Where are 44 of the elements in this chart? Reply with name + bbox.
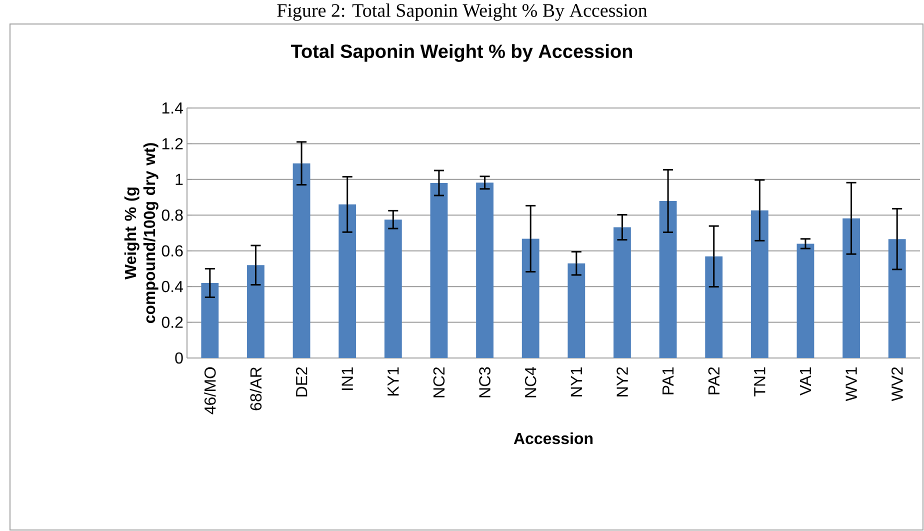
bar [796,244,814,358]
y-tick-label: 0.4 [162,280,183,292]
x-tick-label: IN1 [342,367,353,390]
x-tick-label: 68/AR [250,367,262,410]
x-tick-label: DE2 [296,367,308,396]
bar [614,227,631,358]
bar [888,239,906,358]
bar [522,238,540,358]
x-tick-label: PA1 [662,367,674,394]
y-tick-label: 1.2 [162,138,183,150]
caption: Figure 2: Total Saponin Weight % By Accession [277,4,648,21]
y-tick-label: 1.4 [162,102,183,114]
x-tick-label: NC3 [479,367,490,398]
y-tick-label: 0 [175,352,183,364]
y-tick-label: 0.2 [162,316,183,328]
bar [842,218,860,358]
y-tick-label: 0.8 [162,209,183,221]
bar [476,182,494,358]
bar [568,263,586,358]
bar [430,183,448,358]
x-tick-label: NC4 [524,367,536,398]
x-tick-label: 46/MO [204,367,216,414]
bar [750,210,768,358]
bar [659,201,677,358]
x-tick-label: PA2 [708,367,720,394]
x-tick-label: WV1 [846,367,857,402]
x-tick-label: VA1 [800,367,811,396]
y-tick-label: 0.6 [162,245,183,257]
x-tick-label: WV2 [892,367,903,402]
bar [247,265,264,358]
bar [201,283,219,358]
x-tick-label: NC2 [433,367,445,398]
x-tick-label: TN1 [754,367,766,396]
bar [705,256,723,358]
y-tick-label: 1 [176,174,183,185]
x-tick-label: NY2 [616,367,628,396]
x-tick-label: KY1 [388,367,399,396]
y-axis-title: Weight % (g compound/100g dry wt) [124,143,158,324]
x-axis-title: Accession [514,432,593,444]
chart-title: Total Saponin Weight % by Accession [291,44,632,62]
bar [384,220,402,358]
bar [338,204,356,358]
x-tick-label: NY1 [570,367,582,396]
bar [292,163,310,358]
